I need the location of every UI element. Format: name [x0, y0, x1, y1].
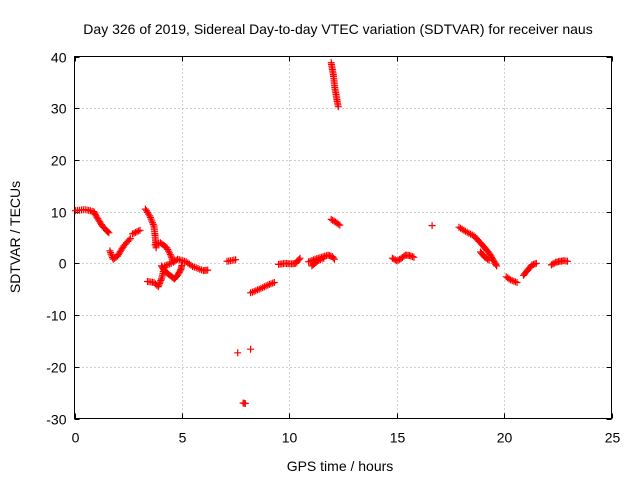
data-point [106, 247, 114, 255]
y-tick-label: -30 [46, 412, 66, 428]
data-point [204, 266, 212, 274]
y-tick-label: 20 [51, 153, 67, 169]
data-point [157, 276, 165, 284]
data-point [149, 220, 157, 228]
x-tick-label: 15 [390, 430, 406, 446]
data-point [146, 214, 154, 221]
data-point [254, 286, 261, 294]
data-point [313, 257, 321, 265]
x-tick-label: 0 [72, 430, 80, 446]
data-point [513, 279, 521, 286]
data-point [163, 244, 171, 252]
data-point [129, 230, 136, 238]
data-point [296, 254, 304, 262]
axis-ticks: 0 5 10 15 20 25 -30 -20 -10 0 10 20 30 40 [46, 50, 620, 446]
x-tick-label: 25 [605, 430, 621, 446]
data-point [485, 256, 493, 264]
data-point [255, 285, 263, 293]
data-point [564, 257, 571, 265]
data-point [148, 217, 156, 225]
data-point [306, 257, 314, 265]
data-point [264, 281, 272, 289]
data-point [146, 212, 154, 220]
data-point [329, 254, 337, 262]
data-point [247, 345, 255, 353]
data-point [234, 349, 242, 357]
data-point [103, 227, 111, 235]
data-point [316, 256, 324, 264]
data-point [410, 253, 418, 261]
y-tick-label: -20 [46, 360, 66, 376]
data-point [428, 222, 436, 230]
data-point [104, 228, 112, 236]
data-point [334, 103, 342, 111]
y-tick-label: 10 [51, 205, 67, 221]
x-axis-label: GPS time / hours [287, 458, 394, 474]
x-tick-label: 5 [179, 430, 187, 446]
data-points [72, 59, 571, 407]
data-point [484, 255, 492, 263]
data-point [270, 279, 278, 286]
data-point [320, 254, 328, 262]
y-axis-label: SDTVAR / TECUs [7, 181, 23, 293]
data-point [125, 236, 133, 244]
x-tick-label: 20 [497, 430, 513, 446]
grid-lines [74, 56, 612, 419]
data-point [334, 220, 342, 228]
y-tick-label: 40 [51, 50, 67, 66]
data-point [248, 288, 256, 296]
data-point [232, 256, 240, 264]
data-point [136, 226, 144, 234]
data-point [295, 256, 303, 263]
data-point [493, 262, 501, 270]
data-point [336, 221, 344, 229]
data-point [252, 287, 260, 295]
data-point [260, 283, 268, 291]
data-point [505, 275, 513, 283]
data-point [267, 280, 275, 288]
data-point [130, 229, 138, 237]
data-point [507, 276, 514, 284]
data-point [492, 261, 500, 268]
data-point [165, 247, 173, 255]
x-tick-label: 10 [282, 430, 298, 446]
data-point [315, 257, 323, 264]
data-point [152, 244, 160, 252]
data-point [107, 250, 115, 258]
y-tick-label: -10 [46, 308, 66, 324]
data-point [133, 228, 141, 236]
data-point [126, 235, 134, 242]
data-point [155, 281, 163, 289]
data-point [259, 284, 267, 292]
data-point [511, 278, 519, 286]
data-point [164, 246, 172, 253]
data-point [241, 400, 249, 407]
plot-frame [74, 56, 612, 419]
data-point [330, 255, 338, 263]
chart-title: Day 326 of 2019, Sidereal Day-to-day VTE… [83, 21, 592, 37]
data-point [178, 261, 186, 269]
data-point [318, 255, 326, 263]
y-tick-label: 0 [59, 256, 67, 272]
data-point [166, 251, 174, 258]
data-point [250, 287, 258, 295]
data-point [532, 259, 540, 267]
data-point [262, 282, 270, 290]
data-point [135, 227, 142, 235]
data-point [132, 228, 139, 236]
data-point [149, 219, 156, 227]
y-tick-label: 30 [51, 101, 67, 117]
